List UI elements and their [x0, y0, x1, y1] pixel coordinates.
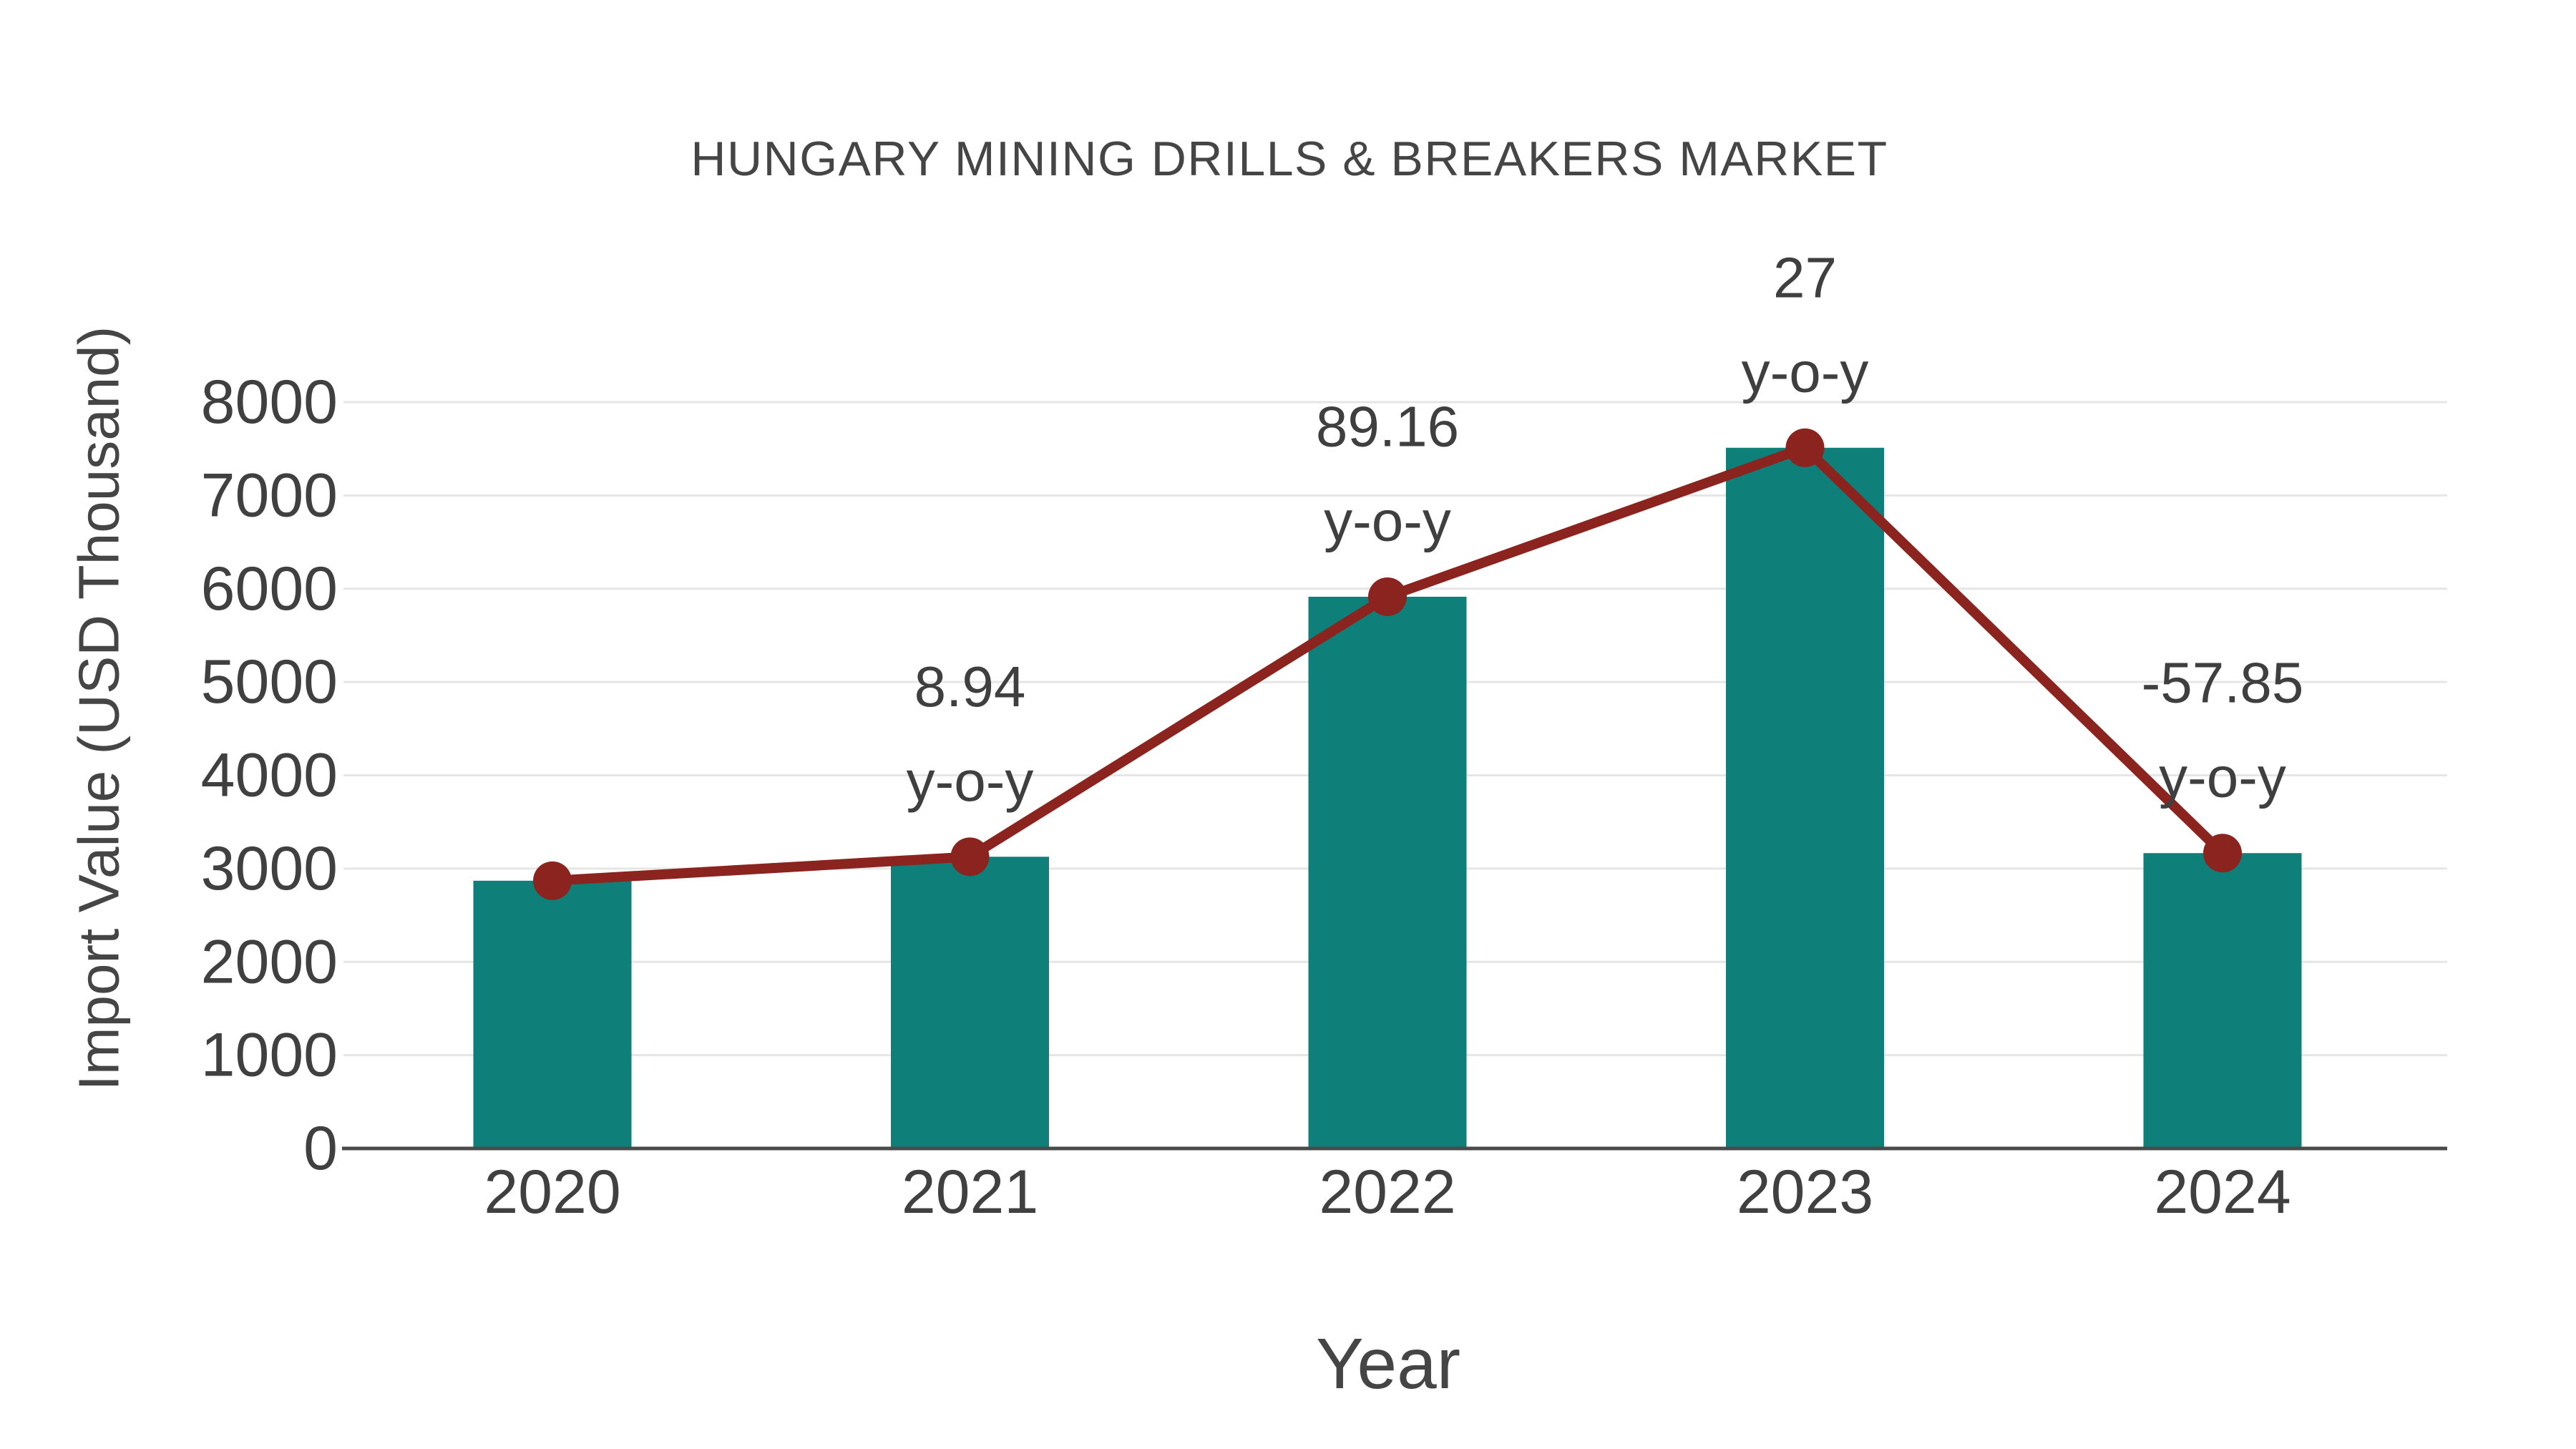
data-point-marker-2024: [2203, 834, 2242, 873]
y-axis-tick-label-3000: 3000: [201, 834, 338, 903]
y-axis-tick-label-2000: 2000: [201, 927, 338, 996]
data-point-marker-2022: [1368, 577, 1407, 616]
y-axis-tick-label-1000: 1000: [201, 1021, 338, 1090]
x-axis-tick-label-2024: 2024: [2154, 1158, 2290, 1226]
x-axis-tick-label-2023: 2023: [1737, 1158, 1873, 1226]
chart-title: HUNGARY MINING DRILLS & BREAKERS MARKET: [691, 132, 1888, 186]
bar-2023: [1726, 447, 1884, 1148]
x-axis-tick-label-2022: 2022: [1319, 1158, 1455, 1226]
yoy-suffix-label-2024: y-o-y: [2159, 746, 2286, 809]
yoy-suffix-label-2022: y-o-y: [1324, 489, 1451, 552]
yoy-value-label-2024: -57.85: [2142, 651, 2304, 715]
y-axis-title: Import Value (USD Thousand): [67, 326, 131, 1091]
yoy-value-label-2022: 89.16: [1316, 394, 1459, 458]
x-axis-tick-label-2021: 2021: [902, 1158, 1038, 1226]
bar-2021: [891, 857, 1049, 1148]
x-axis-tick-label-2020: 2020: [484, 1158, 620, 1226]
data-point-marker-2020: [533, 861, 572, 900]
yoy-value-label-2021: 8.94: [914, 655, 1026, 718]
y-axis-tick-label-5000: 5000: [201, 648, 338, 716]
y-axis-tick-label-8000: 8000: [201, 368, 338, 436]
data-point-marker-2021: [950, 837, 990, 877]
bar-2024: [2143, 853, 2302, 1148]
y-axis-tick-label-7000: 7000: [201, 461, 338, 530]
yoy-suffix-label-2021: y-o-y: [907, 749, 1034, 813]
y-axis-tick-label-4000: 4000: [201, 741, 338, 810]
x-axis-title: Year: [1316, 1324, 1460, 1404]
data-point-marker-2023: [1785, 428, 1825, 467]
bar-2022: [1308, 596, 1467, 1148]
y-axis-tick-label-0: 0: [303, 1114, 338, 1183]
yoy-value-label-2023: 27: [1773, 245, 1837, 309]
y-axis-tick-label-6000: 6000: [201, 555, 338, 623]
yoy-suffix-label-2023: y-o-y: [1742, 340, 1869, 404]
bar-2020: [473, 880, 632, 1148]
